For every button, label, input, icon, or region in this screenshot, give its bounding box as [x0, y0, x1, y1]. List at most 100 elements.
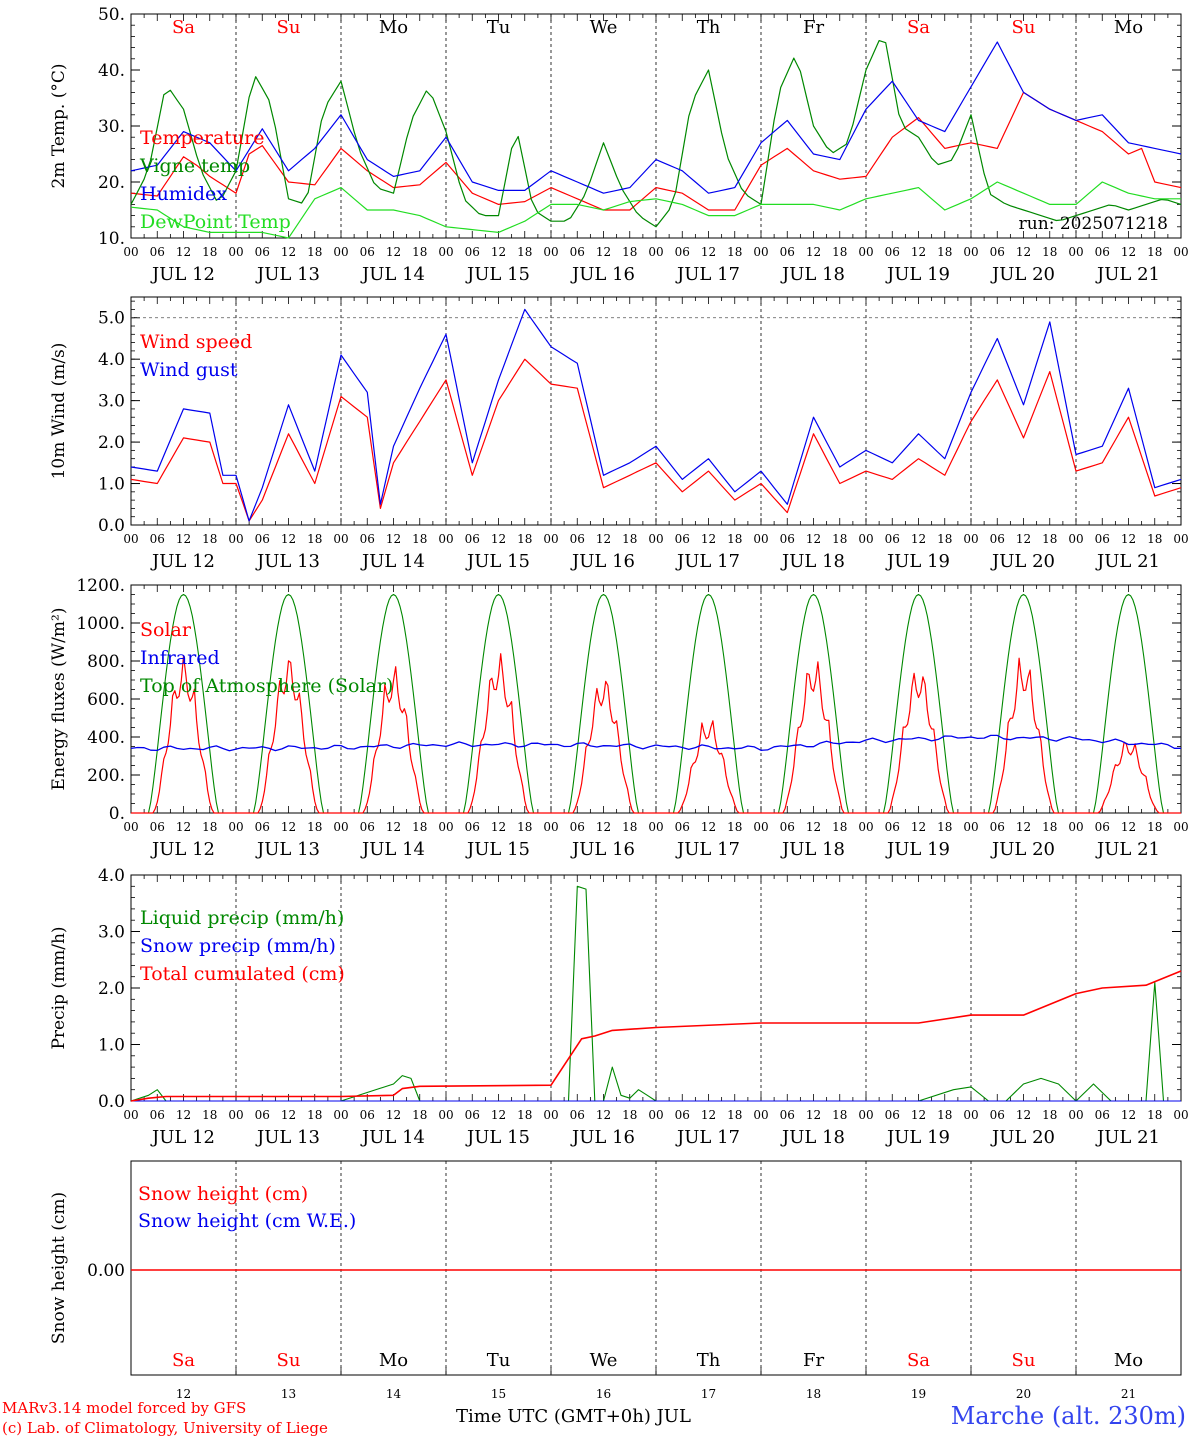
temp-hour-label: 00: [648, 245, 663, 259]
temp-hour-label: 00: [1068, 245, 1083, 259]
temp-hour-label: 06: [150, 245, 165, 259]
temp-series-line: [130, 91, 1182, 211]
temp-y-tick-label: 50.: [98, 5, 125, 25]
temp-day-abbr: Mo: [379, 17, 408, 38]
wind-legend-wind-speed: Wind speed: [140, 331, 252, 353]
snow-day-abbr: Mo: [1114, 1350, 1143, 1371]
wind-y-tick-label: 3.0: [98, 392, 125, 412]
energy-hour-label: 12: [386, 820, 401, 834]
energy-y-tick-label: 600.: [87, 690, 125, 710]
precip-y-tick-label: 0.0: [98, 1092, 125, 1112]
energy-hour-label: 18: [622, 820, 637, 834]
precip-y-tick-label: 4.0: [98, 866, 125, 886]
day-number-label: 20: [1016, 1387, 1031, 1401]
wind-hour-label: 06: [255, 532, 270, 546]
temp-hour-label: 06: [885, 245, 900, 259]
precip-date-label: JUL 18: [780, 1127, 845, 1148]
temp-series-line: [130, 39, 1182, 228]
wind-hour-label: 06: [570, 532, 585, 546]
wind-y-tick-label: 0.0: [98, 516, 125, 536]
energy-legend-solar: Solar: [140, 619, 192, 641]
wind-date-label: JUL 14: [360, 551, 425, 572]
precip-hour-label: 12: [176, 1108, 191, 1122]
wind-series-line: [130, 308, 1182, 522]
temp-hour-label: 00: [123, 245, 138, 259]
wind-y-axis-label: 10m Wind (m/s): [49, 343, 69, 480]
temp-hour-label: 00: [228, 245, 243, 259]
temp-hour-label: 06: [465, 245, 480, 259]
energy-date-label: JUL 15: [465, 839, 530, 860]
day-number-label: 15: [491, 1387, 506, 1401]
wind-hour-label: 06: [360, 532, 375, 546]
wind-hour-label: 00: [1068, 532, 1083, 546]
energy-y-tick-label: 200.: [87, 766, 125, 786]
energy-hour-label: 06: [255, 820, 270, 834]
temp-date-label: JUL 15: [465, 264, 530, 285]
precip-hour-label: 18: [727, 1108, 742, 1122]
energy-hour-label: 06: [780, 820, 795, 834]
temp-hour-label: 00: [333, 245, 348, 259]
energy-date-label: JUL 20: [990, 839, 1055, 860]
wind-date-label: JUL 20: [990, 551, 1055, 572]
energy-date-label: JUL 18: [780, 839, 845, 860]
precip-cumulated-line: [130, 970, 1182, 1102]
precip-hour-label: 06: [150, 1108, 165, 1122]
temp-hour-label: 00: [1173, 245, 1188, 259]
precip-hour-label: 06: [360, 1108, 375, 1122]
wind-hour-label: 18: [937, 532, 952, 546]
wind-hour-label: 12: [596, 532, 611, 546]
energy-date-label: JUL 19: [885, 839, 950, 860]
wind-hour-label: 00: [1173, 532, 1188, 546]
temp-day-abbr: Su: [277, 17, 301, 38]
temp-y-tick-label: 20.: [98, 173, 125, 193]
precip-hour-label: 18: [517, 1108, 532, 1122]
wind-hour-label: 00: [333, 532, 348, 546]
precip-hour-label: 18: [937, 1108, 952, 1122]
energy-y-tick-label: 800.: [87, 652, 125, 672]
precip-hour-label: 12: [596, 1108, 611, 1122]
wind-hour-label: 18: [412, 532, 427, 546]
wind-hour-label: 12: [911, 532, 926, 546]
snow-day-abbr: Su: [277, 1350, 301, 1371]
precip-hour-label: 18: [1042, 1108, 1057, 1122]
wind-date-label: JUL 17: [675, 551, 740, 572]
wind-hour-label: 06: [150, 532, 165, 546]
temp-day-abbr: Sa: [907, 17, 930, 38]
temp-hour-label: 06: [990, 245, 1005, 259]
wind-hour-label: 06: [780, 532, 795, 546]
precip-hour-label: 00: [753, 1108, 768, 1122]
temp-y-tick-label: 40.: [98, 61, 125, 81]
wind-hour-label: 06: [885, 532, 900, 546]
precip-hour-label: 12: [911, 1108, 926, 1122]
wind-date-label: JUL 13: [255, 551, 320, 572]
energy-y-tick-label: 1000.: [76, 614, 125, 634]
wind-legend-wind-gust: Wind gust: [140, 359, 238, 381]
temp-hour-label: 18: [1147, 245, 1162, 259]
precip-hour-label: 18: [202, 1108, 217, 1122]
energy-hour-label: 06: [465, 820, 480, 834]
precip-hour-label: 00: [438, 1108, 453, 1122]
energy-y-tick-label: 400.: [87, 728, 125, 748]
precip-date-label: JUL 15: [465, 1127, 530, 1148]
precip-y-axis-label: Precip (mm/h): [49, 926, 69, 1049]
snow-day-abbr: Tu: [487, 1350, 511, 1371]
day-number-label: 16: [596, 1387, 611, 1401]
energy-hour-label: 18: [412, 820, 427, 834]
energy-date-label: JUL 13: [255, 839, 320, 860]
precip-hour-label: 18: [1147, 1108, 1162, 1122]
temp-legend-vigne-temp: Vigne temp: [139, 155, 250, 177]
wind-hour-label: 06: [675, 532, 690, 546]
day-number-label: 21: [1121, 1387, 1136, 1401]
energy-hour-label: 00: [228, 820, 243, 834]
wind-hour-label: 12: [806, 532, 821, 546]
precip-legend-snow-precip-mm-h: Snow precip (mm/h): [140, 935, 336, 957]
temp-hour-label: 12: [491, 245, 506, 259]
energy-legend-top-of-atmosphere-solar: Top of Atmosphere (Solar): [140, 675, 393, 697]
energy-date-label: JUL 17: [675, 839, 740, 860]
temp-frame: [130, 13, 1182, 239]
energy-hour-label: 00: [333, 820, 348, 834]
wind-hour-label: 00: [543, 532, 558, 546]
precip-hour-label: 12: [281, 1108, 296, 1122]
snow-day-abbr: Fr: [803, 1350, 824, 1371]
wind-y-tick-label: 1.0: [98, 475, 125, 495]
